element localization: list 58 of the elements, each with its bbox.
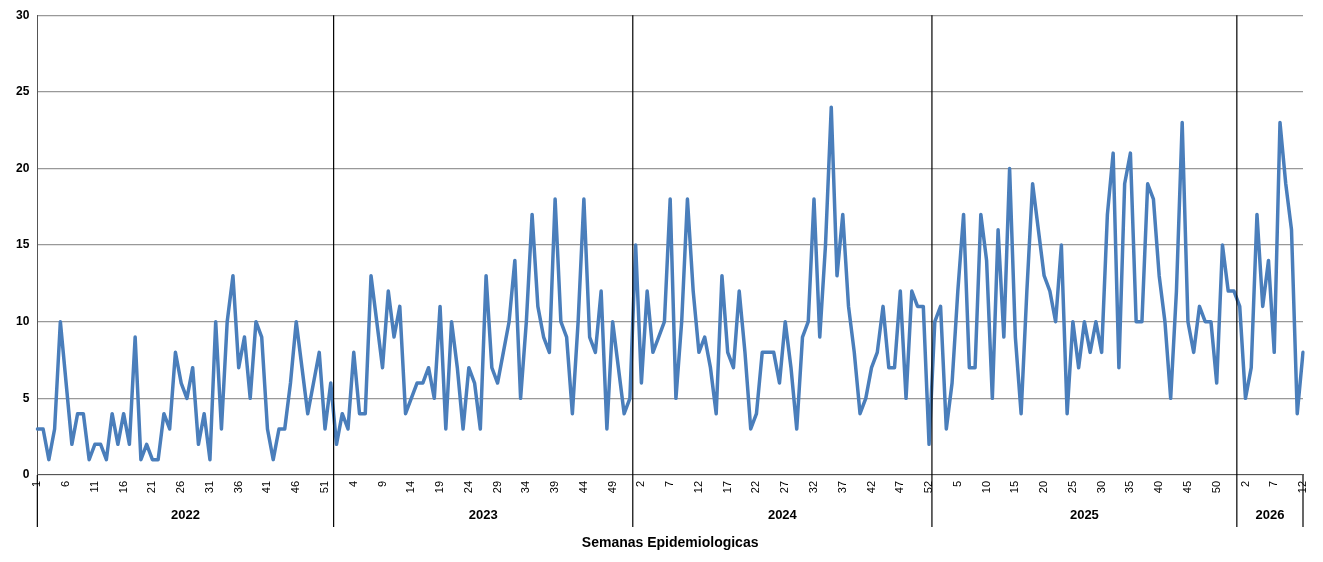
text: 2022: [171, 506, 200, 522]
x-tick-label: 1: [30, 480, 43, 488]
x-tick-label: 40: [1152, 480, 1165, 494]
x-tick-label: 44: [576, 480, 589, 494]
x-tick-label: 19: [433, 480, 446, 494]
text: 2026: [1255, 506, 1285, 522]
x-tick-label: 20: [1037, 480, 1050, 494]
text: 2024: [767, 506, 798, 522]
y-tick-label: 5: [22, 390, 30, 405]
y-tick-label: 25: [15, 84, 30, 99]
y-tick-label: 10: [15, 314, 30, 329]
x-tick-label: 39: [548, 480, 561, 494]
x-tick-label: 46: [289, 480, 302, 494]
x-tick-label: 27: [778, 480, 791, 494]
x-tick-label: 51: [318, 480, 331, 494]
x-tick-label: 47: [893, 480, 906, 494]
y-tick-label: 30: [15, 7, 30, 22]
x-tick-label: 2: [1238, 480, 1251, 488]
text: 2025: [1069, 506, 1099, 522]
text: 2023: [468, 506, 498, 522]
x-tick-label: 31: [202, 480, 215, 494]
x-tick-label: 30: [1094, 480, 1107, 494]
x-tick-label: 17: [720, 480, 733, 494]
x-tick-label: 7: [1267, 480, 1280, 488]
x-tick-label: 11: [87, 480, 100, 493]
x-tick-label: 42: [864, 480, 877, 494]
x-tick-label: 41: [260, 480, 273, 494]
x-tick-label: 34: [519, 480, 532, 494]
x-tick-label: 16: [116, 480, 129, 494]
x-tick-label: 4: [346, 480, 359, 488]
x-tick-label: 21: [145, 480, 158, 494]
x-tick-label: 32: [807, 480, 820, 494]
x-tick-label: 25: [1065, 480, 1078, 494]
x-tick-label: 15: [1008, 480, 1021, 494]
x-tick-label: 14: [404, 480, 417, 494]
x-tick-label: 22: [749, 480, 762, 494]
x-axis-title: Semanas Epidemiologicas: [581, 534, 759, 551]
x-tick-label: 12: [691, 480, 704, 494]
y-tick-label: 0: [22, 467, 30, 482]
x-tick-label: 10: [979, 480, 992, 494]
x-tick-label: 45: [1180, 480, 1193, 494]
x-tick-label: 36: [231, 480, 244, 494]
y-tick-label: 15: [15, 237, 30, 252]
x-tick-label: 37: [835, 480, 848, 494]
x-tick-label: 24: [461, 480, 474, 494]
x-tick-label: 35: [1123, 480, 1136, 494]
x-tick-label: 7: [663, 480, 676, 488]
x-tick-label: 9: [375, 480, 388, 488]
x-tick-label: 2: [634, 480, 647, 488]
x-tick-label: 29: [490, 480, 503, 494]
x-tick-label: 26: [174, 480, 187, 494]
x-tick-label: 12: [1296, 480, 1309, 494]
x-tick-label: 49: [605, 480, 618, 494]
x-tick-label: 50: [1209, 480, 1222, 494]
x-tick-label: 6: [59, 480, 72, 488]
x-tick-label: 5: [950, 480, 963, 488]
y-tick-label: 20: [15, 160, 30, 175]
x-tick-label: 52: [922, 480, 935, 494]
